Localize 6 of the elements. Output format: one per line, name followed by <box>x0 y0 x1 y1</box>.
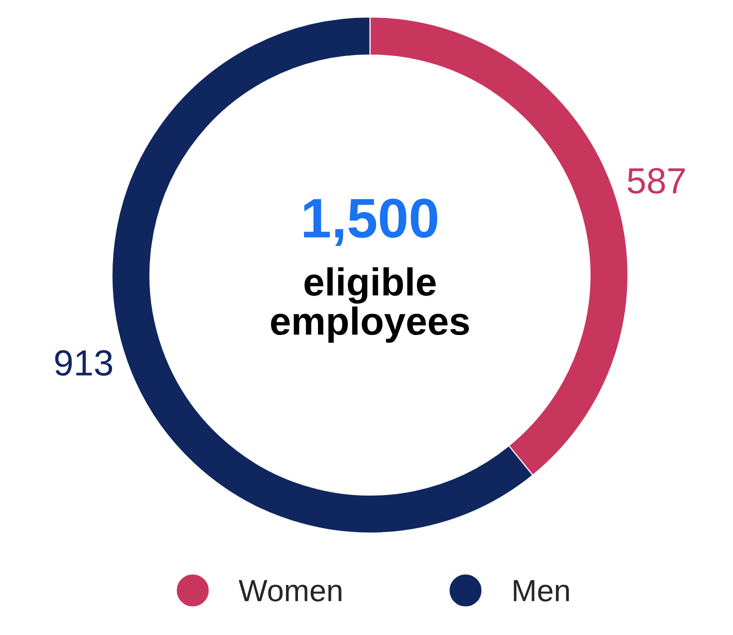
text: 1,500 <box>304 198 438 246</box>
text: eligible employees <box>271 267 469 343</box>
data-label: 913 <box>55 350 112 376</box>
data-label: 587 <box>628 168 685 194</box>
legend-label: Women <box>238 580 342 602</box>
legend-label: Men <box>514 580 569 602</box>
